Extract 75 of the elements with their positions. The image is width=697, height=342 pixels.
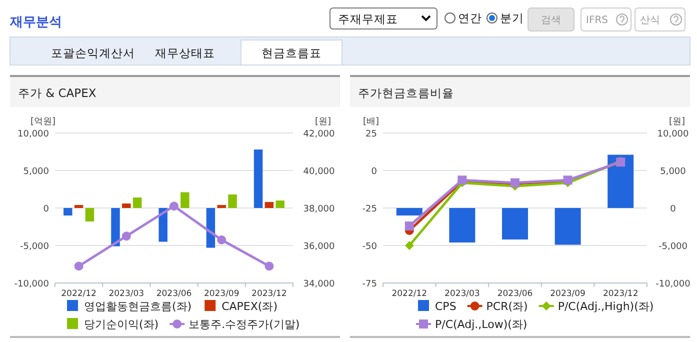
chart-title: 주가 & CAPEX	[18, 86, 96, 100]
text: 산식	[640, 15, 660, 26]
x-tick-label: 2023/09	[204, 289, 240, 299]
bar	[228, 194, 237, 208]
y2-tick-label: 10,000	[657, 130, 690, 140]
y-tick-label: -10,000	[14, 280, 50, 290]
y-tick-label: 0	[371, 167, 378, 177]
bar	[111, 208, 120, 246]
y2-tick-label: 5,000	[660, 167, 686, 177]
legend-label: 영업활동현금흐름(좌)	[84, 300, 192, 313]
y2-tick-label: 38,000	[303, 204, 336, 214]
text: 분기	[500, 11, 524, 25]
y-tick-label: 10,000	[18, 130, 50, 140]
y-axis-title: [배]	[362, 117, 380, 127]
bar	[217, 205, 226, 208]
point	[217, 235, 226, 244]
text: 포괄손익계산서	[51, 46, 135, 60]
y-tick-label: -5,000	[20, 242, 50, 252]
bar	[74, 205, 84, 208]
legend-label: 당기순이익(좌)	[84, 318, 159, 331]
legend-label: P/C(Adj.,High)(좌)	[558, 300, 654, 313]
x-tick-label: 2022/12	[61, 289, 96, 299]
bar	[206, 208, 216, 248]
legend-label: P/C(Adj.,Low)(좌)	[435, 318, 528, 331]
y2-tick-label: -10,000	[656, 280, 691, 290]
y-tick-label: 0	[43, 204, 50, 214]
bar	[180, 192, 190, 208]
bar	[132, 198, 142, 208]
x-tick-label: 2023/09	[550, 289, 586, 299]
y-tick-label: 5,000	[23, 167, 50, 177]
y-tick-label: 25	[366, 130, 377, 140]
text: 현금흐름표	[262, 46, 322, 60]
x-tick-label: 2023/12	[252, 289, 287, 299]
y2-axis-title: [원]	[314, 117, 332, 127]
y2-tick-label: 36,000	[303, 242, 336, 252]
bar	[64, 208, 72, 216]
text: 연간	[458, 11, 482, 25]
y-tick-label: -75	[362, 280, 377, 290]
x-tick-label: 2023/03	[108, 289, 144, 299]
y2-tick-label: 0	[670, 204, 676, 214]
chart-title: 주가현금흐름비율	[358, 86, 454, 100]
x-tick-label: 2023/06	[156, 289, 192, 299]
bar	[158, 208, 168, 242]
bar	[264, 202, 274, 208]
bar	[122, 204, 131, 208]
y-axis-title: [억원]	[30, 117, 56, 127]
point	[404, 222, 414, 230]
y2-tick-label: 42,000	[303, 130, 336, 140]
x-tick-label: 2023/12	[602, 289, 638, 299]
text: 재무상태표	[155, 46, 215, 60]
point	[264, 262, 274, 271]
text: 재무분석	[9, 15, 62, 30]
point	[122, 232, 131, 241]
y2-axis-title: [원]	[668, 117, 686, 127]
legend-label: CPS	[435, 300, 456, 313]
y2-tick-label: 34,000	[303, 280, 336, 290]
x-tick-label: 2023/03	[444, 289, 480, 299]
legend-label: CAPEX(좌)	[222, 300, 278, 313]
y2-tick-label: -5,000	[658, 242, 688, 252]
text: 주재무제표	[338, 12, 398, 26]
text: IFRS	[586, 15, 608, 26]
bar	[276, 200, 284, 208]
point	[170, 202, 178, 211]
x-tick-label: 2023/06	[497, 289, 533, 299]
y2-tick-label: 40,000	[303, 167, 336, 177]
x-tick-label: 2022/12	[392, 289, 428, 299]
y-tick-label: -50	[362, 242, 378, 252]
legend-label: PCR(좌)	[486, 300, 528, 313]
bar	[254, 150, 263, 208]
point	[74, 262, 84, 271]
y-tick-label: -25	[362, 204, 377, 214]
legend-label: 보통주.수정주가(기말)	[188, 318, 300, 331]
bar	[85, 208, 94, 222]
text: 검색	[541, 15, 561, 26]
point	[404, 241, 414, 250]
